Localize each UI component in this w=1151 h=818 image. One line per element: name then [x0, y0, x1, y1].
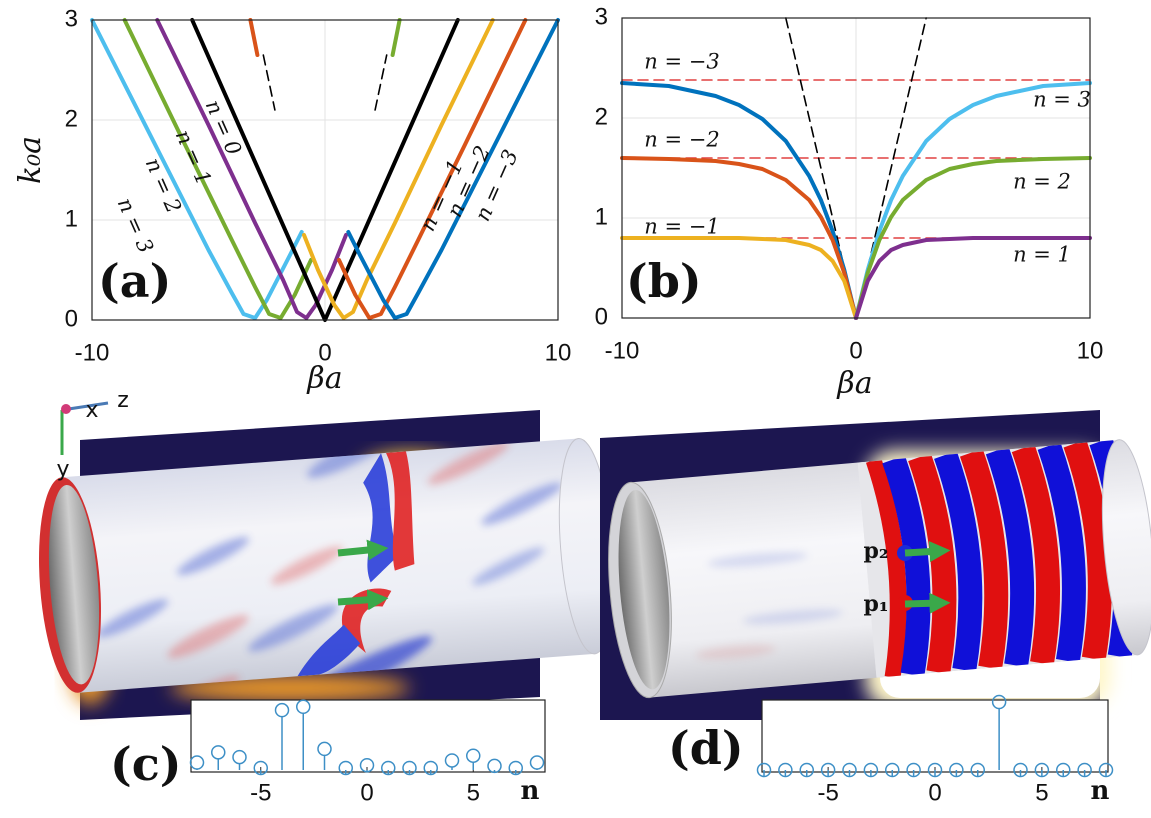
y-tick-label: 2	[65, 105, 78, 132]
scene-label: p₂	[863, 538, 888, 564]
page: {"chart_data": [ {"type": "line", "label…	[0, 0, 1151, 818]
x-axis-label: βa	[836, 366, 872, 401]
x-tick-label: -5	[250, 779, 271, 806]
x-tick-label: 5	[1035, 779, 1048, 806]
mode-label: n = 2	[1013, 170, 1071, 194]
scene-label: z	[117, 388, 129, 413]
y-tick-label: 1	[65, 205, 78, 232]
y-tick-label: 0	[595, 303, 608, 330]
mode-label: n = 1	[1013, 243, 1071, 267]
chart-line: 0 1 2 3 -10 0 10 n = −3 n = 3 n = −2 n = 2 n = −1 n …	[595, 3, 1104, 401]
y-tick-label: 3	[595, 3, 608, 30]
y-axis-label: k₀a	[13, 136, 48, 184]
mode-label: n = −2	[644, 128, 719, 152]
mode-label: n = −1	[644, 215, 719, 239]
y-tick-label: 3	[65, 5, 78, 32]
scene-label: x	[85, 398, 98, 423]
y-tick-label: 2	[595, 103, 608, 130]
x-tick-label: -10	[605, 337, 640, 364]
panel-label: (c)	[110, 737, 182, 791]
x-tick-label: -5	[817, 779, 838, 806]
x-tick-label: 5	[467, 779, 480, 806]
panel-label: (b)	[626, 254, 702, 308]
figure: 0123-10010n = 0n = 1n = 2n = 3n = −1n = …	[0, 0, 1151, 818]
y-tick-label: 1	[595, 203, 608, 230]
inset-box	[762, 700, 1108, 772]
panel-label: (a)	[98, 254, 171, 308]
x-tick-label: -10	[75, 339, 110, 366]
x-tick-label: 10	[545, 339, 572, 366]
y-tick-label: 0	[65, 305, 78, 332]
scene-label: p₁	[863, 591, 888, 617]
scene-label: y	[56, 457, 69, 482]
panel-label: (d)	[668, 721, 744, 775]
x-axis-label: βa	[306, 361, 342, 396]
x-axis-label: n	[521, 776, 540, 806]
mode-label: n = 3	[1033, 88, 1091, 112]
x-tick-label: 10	[1077, 337, 1104, 364]
x-axis-label: n	[1091, 776, 1110, 806]
x-tick-label: 0	[360, 779, 373, 806]
field-scene-d	[600, 410, 1151, 720]
x-tick-label: 0	[928, 779, 941, 806]
x-tick-label: 0	[849, 337, 862, 364]
mode-label: n = −3	[644, 50, 719, 74]
